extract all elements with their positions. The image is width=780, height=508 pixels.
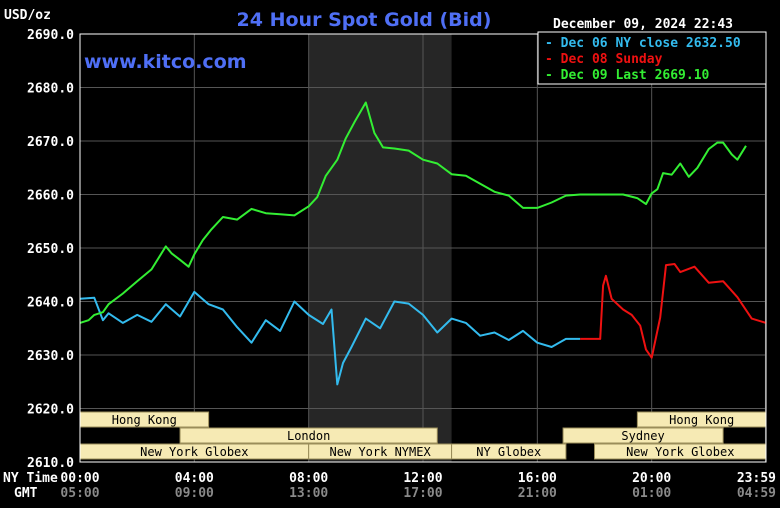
y-tick-label: 2610.0 [27, 456, 74, 471]
x-tick-label-gmt: 21:00 [518, 486, 557, 501]
series-line-dec-08 [580, 263, 767, 359]
session-label: Hong Kong [112, 413, 177, 427]
session-bar-bg [179, 427, 438, 444]
y-tick-label: 2640.0 [27, 296, 74, 311]
session-bar-new-york-globex: New York Globex [594, 443, 767, 460]
x-tick-label-gmt: 09:00 [175, 486, 214, 501]
session-bar-bg [562, 427, 724, 444]
y-tick-label: 2690.0 [27, 28, 74, 43]
session-bar-london: London [179, 427, 438, 444]
x-tick-label-gmt: 04:59 [737, 486, 776, 501]
session-label: Hong Kong [669, 413, 734, 427]
plot-frame [79, 33, 767, 463]
x-tick-label-ny: 08:00 [289, 471, 328, 486]
session-label: New York Globex [626, 445, 734, 459]
session-bar-bg [451, 443, 567, 460]
session-bar-ny-globex: NY Globex [451, 443, 567, 460]
session-label: London [287, 429, 330, 443]
session-label: Sydney [621, 429, 664, 443]
timestamp: December 09, 2024 22:43 [553, 17, 733, 32]
y-tick-label: 2630.0 [27, 349, 74, 364]
y-tick-label: 2620.0 [27, 403, 74, 418]
session-bar-new-york-globex: New York Globex [79, 443, 310, 460]
session-label: New York Globex [140, 445, 248, 459]
session-label: NY Globex [476, 445, 541, 459]
x-tick-label-ny: 23:59 [737, 471, 776, 486]
y-tick-label: 2650.0 [27, 242, 74, 257]
x-tick-label-ny: 16:00 [518, 471, 557, 486]
session-bar-hong-kong: Hong Kong [79, 411, 210, 428]
x-tick-label-gmt: 05:00 [60, 486, 99, 501]
session-bar-new-york-nymex: New York NYMEX [308, 443, 453, 460]
x-tick-label-gmt: 13:00 [289, 486, 328, 501]
chart-title: 24 Hour Spot Gold (Bid) [237, 9, 492, 31]
y-axis-label: USD/oz [4, 8, 51, 23]
session-label: New York NYMEX [330, 445, 432, 459]
x-tick-label-gmt: 17:00 [403, 486, 442, 501]
gmt-label: GMT [14, 486, 38, 501]
x-tick-label-ny: 20:00 [632, 471, 671, 486]
legend-entry: - Dec 09 Last 2669.10 [545, 68, 710, 83]
legend-box [537, 31, 767, 85]
legend: - Dec 06 NY close 2632.50- Dec 08 Sunday… [537, 31, 767, 85]
ny-time-label: NY Time [3, 471, 58, 486]
x-tick-label-gmt: 01:00 [632, 486, 671, 501]
source-label: www.kitco.com [84, 51, 247, 73]
legend-entry: - Dec 06 NY close 2632.50 [545, 36, 741, 51]
series-line-dec-09 [79, 101, 747, 324]
legend-entry: - Dec 08 Sunday [545, 52, 663, 67]
y-tick-label: 2680.0 [27, 82, 74, 97]
x-tick-label-ny: 04:00 [175, 471, 214, 486]
x-tick-label-ny: 12:00 [403, 471, 442, 486]
session-bar-hong-kong: Hong Kong [636, 411, 767, 428]
y-tick-label: 2670.0 [27, 135, 74, 150]
x-tick-label-ny: 00:00 [60, 471, 99, 486]
series-line-dec-06 [79, 290, 581, 386]
session-bar-sydney: Sydney [562, 427, 724, 444]
y-tick-label: 2660.0 [27, 189, 74, 204]
